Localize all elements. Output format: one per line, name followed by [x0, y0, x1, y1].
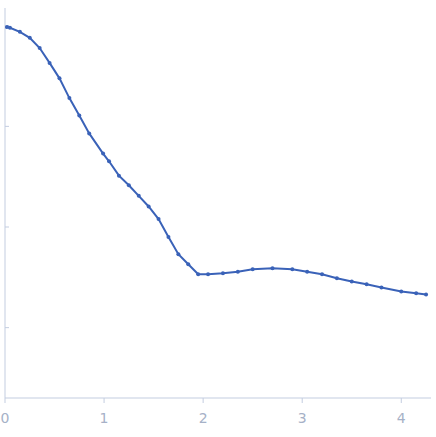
data-point [8, 26, 12, 30]
chart: 0 1 2 3 4 [0, 0, 436, 437]
data-point [335, 276, 339, 280]
data-point [117, 174, 121, 178]
data-point [414, 291, 418, 295]
data-point [251, 267, 255, 271]
data-point [137, 194, 141, 198]
data-point [176, 252, 180, 256]
data-point [305, 270, 309, 274]
x-axis [5, 398, 431, 399]
data-point [236, 270, 240, 274]
y-axis [5, 8, 6, 398]
data-point [48, 61, 52, 65]
plot-area [5, 25, 428, 296]
x-tick-label: 3 [298, 410, 307, 426]
data-point [221, 271, 225, 275]
x-tick [5, 398, 6, 403]
data-point [206, 272, 210, 276]
data-point [77, 114, 81, 118]
data-point [365, 282, 369, 286]
data-point [67, 96, 71, 100]
x-tick [302, 398, 303, 403]
data-point [157, 217, 161, 221]
series-line [7, 27, 426, 294]
x-tick [401, 398, 402, 403]
data-point [18, 30, 22, 34]
data-point [270, 266, 274, 270]
data-point [320, 272, 324, 276]
y-tick [5, 227, 9, 228]
data-point [424, 292, 428, 296]
data-point [147, 204, 151, 208]
data-point [87, 131, 91, 135]
data-point [186, 262, 190, 266]
data-point [196, 272, 200, 276]
x-tick [104, 398, 105, 403]
data-point [38, 46, 42, 50]
data-point [101, 152, 105, 156]
data-point [127, 183, 131, 187]
y-tick [5, 327, 9, 328]
data-point [28, 36, 32, 40]
data-point [166, 235, 170, 239]
x-tick-label: 4 [397, 410, 406, 426]
data-point [379, 285, 383, 289]
data-point [350, 279, 354, 283]
x-tick [203, 398, 204, 403]
x-tick-label: 1 [100, 410, 109, 426]
data-point [399, 289, 403, 293]
data-point [57, 76, 61, 80]
x-tick-label: 0 [1, 410, 10, 426]
data-point [290, 267, 294, 271]
data-point [107, 159, 111, 163]
y-tick [5, 126, 9, 127]
x-tick-label: 2 [199, 410, 208, 426]
